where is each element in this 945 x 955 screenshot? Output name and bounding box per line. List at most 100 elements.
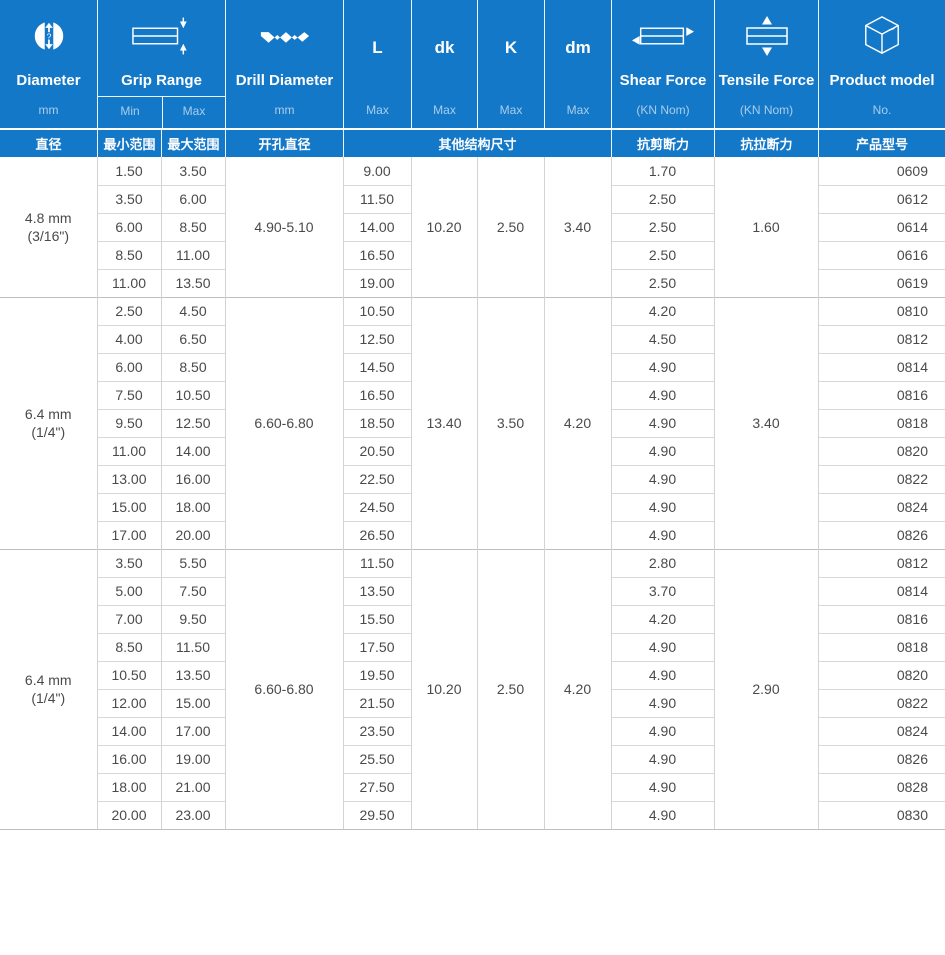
- cell-k-max: 3.50: [476, 296, 544, 549]
- cell-dm-max: 3.40: [543, 157, 611, 297]
- diameter-inch: (1/4"): [31, 424, 66, 440]
- cell-shear-force: 4.20: [610, 604, 714, 633]
- column-label: Grip Range: [121, 72, 202, 89]
- column-header-dm: dm Max: [544, 0, 611, 128]
- table-header: ? Diameter mm: [0, 0, 945, 128]
- table-row: 18.00 21.00 27.50 4.90 0828: [0, 772, 945, 801]
- cell-tensile-force: 1.60: [713, 157, 818, 297]
- cell-shear-force: 4.90: [610, 688, 714, 717]
- cell-l-max: 16.50: [342, 240, 411, 269]
- tensile-force-icon: [715, 0, 818, 72]
- column-label: Product model: [829, 72, 935, 89]
- cell-grip-min: 3.50: [96, 184, 161, 213]
- cell-l-max: 10.50: [342, 296, 411, 325]
- column-label: dm: [565, 38, 591, 57]
- table-row: 15.00 18.00 24.50 4.90 0824: [0, 492, 945, 521]
- cell-tensile-force: 3.40: [713, 296, 818, 549]
- cell-grip-max: 10.50: [160, 380, 225, 409]
- cell-product-model: 0820: [817, 660, 945, 689]
- cell-product-model: 0612: [817, 184, 945, 213]
- table-row: 8.50 11.50 17.50 4.90 0818: [0, 632, 945, 661]
- cell-product-model: 0816: [817, 604, 945, 633]
- grip-range-icon: [98, 0, 225, 72]
- cell-product-model: 0812: [817, 324, 945, 353]
- cell-grip-max: 5.50: [160, 548, 225, 577]
- cell-l-max: 15.50: [342, 604, 411, 633]
- cell-l-max: 22.50: [342, 464, 411, 493]
- cell-shear-force: 4.90: [610, 660, 714, 689]
- column-header-l: L Max: [343, 0, 411, 128]
- cell-product-model: 0816: [817, 380, 945, 409]
- cell-l-max: 27.50: [342, 772, 411, 801]
- cell-l-max: 17.50: [342, 632, 411, 661]
- cell-grip-max: 13.50: [160, 660, 225, 689]
- cell-l-max: 21.50: [342, 688, 411, 717]
- table-row: 16.00 19.00 25.50 4.90 0826: [0, 744, 945, 773]
- cell-grip-min: 18.00: [96, 772, 161, 801]
- cell-product-model: 0818: [817, 632, 945, 661]
- column-unit: Max: [566, 103, 590, 117]
- cell-l-max: 16.50: [342, 380, 411, 409]
- cell-diameter: 6.4 mm (1/4"): [0, 296, 97, 549]
- column-header-k: K Max: [477, 0, 544, 128]
- cell-shear-force: 2.50: [610, 184, 714, 213]
- grip-min-max-band: Min Max: [98, 96, 225, 128]
- drill-icon: [226, 0, 343, 72]
- cell-product-model: 0812: [817, 548, 945, 577]
- cell-grip-max: 16.00: [160, 464, 225, 493]
- column-label: Shear Force: [619, 72, 707, 89]
- cell-shear-force: 4.90: [610, 436, 714, 465]
- column-unit: No.: [872, 103, 892, 117]
- table-row: 13.00 16.00 22.50 4.90 0822: [0, 464, 945, 493]
- cell-grip-max: 8.50: [160, 212, 225, 241]
- cell-grip-min: 6.00: [96, 352, 161, 381]
- cell-product-model: 0828: [817, 772, 945, 801]
- cell-grip-max: 6.50: [160, 324, 225, 353]
- shear-force-icon: [612, 0, 714, 72]
- cell-dk-max: 10.20: [410, 548, 477, 830]
- cell-grip-max: 4.50: [160, 296, 225, 325]
- cell-grip-min: 17.00: [96, 520, 161, 549]
- column-header-tensile-force: Tensile Force (KN Nom): [714, 0, 818, 128]
- cell-grip-max: 17.00: [160, 716, 225, 745]
- cell-grip-min: 20.00: [96, 800, 161, 830]
- cell-product-model: 0609: [817, 157, 945, 185]
- cell-grip-min: 15.00: [96, 492, 161, 521]
- cell-grip-min: 12.00: [96, 688, 161, 717]
- cell-product-model: 0810: [817, 296, 945, 325]
- column-header-dk: dk Max: [411, 0, 477, 128]
- cell-shear-force: 4.90: [610, 408, 714, 437]
- table-row: 8.50 11.00 16.50 2.50 0616: [0, 240, 945, 269]
- cell-diameter: 4.8 mm (3/16"): [0, 157, 97, 297]
- cell-grip-min: 1.50: [96, 157, 161, 185]
- cell-dm-max: 4.20: [543, 548, 611, 830]
- cell-dk-max: 13.40: [410, 296, 477, 549]
- cell-grip-min: 11.00: [96, 268, 161, 297]
- cell-shear-force: 4.90: [610, 352, 714, 381]
- column-label: dk: [434, 38, 455, 57]
- cell-l-max: 12.50: [342, 324, 411, 353]
- table-row: 6.4 mm (1/4") 3.50 5.50 6.60-6.80 11.50 10.20 2…: [0, 548, 945, 830]
- table-row: 11.00 14.00 20.50 4.90 0820: [0, 436, 945, 465]
- cell-shear-force: 3.70: [610, 576, 714, 605]
- column-label: K: [504, 38, 518, 57]
- cell-shear-force: 4.90: [610, 632, 714, 661]
- table-row: 20.00 23.00 29.50 4.90 0830: [0, 800, 945, 830]
- cell-l-max: 18.50: [342, 408, 411, 437]
- table-row: 12.00 15.00 21.50 4.90 0822: [0, 688, 945, 717]
- cell-l-max: 19.50: [342, 660, 411, 689]
- cell-grip-min: 8.50: [96, 632, 161, 661]
- cell-l-max: 29.50: [342, 800, 411, 830]
- table-row: 7.50 10.50 16.50 4.90 0816: [0, 380, 945, 409]
- cell-k-max: 2.50: [476, 157, 544, 297]
- table-row: 6.00 8.50 14.00 2.50 0614: [0, 212, 945, 241]
- cell-grip-max: 8.50: [160, 352, 225, 381]
- cell-grip-min: 5.00: [96, 576, 161, 605]
- cn-label-drill: 开孔直径: [225, 130, 343, 157]
- cell-grip-max: 14.00: [160, 436, 225, 465]
- cell-shear-force: 4.50: [610, 324, 714, 353]
- table-row: 9.50 12.50 18.50 4.90 0818: [0, 408, 945, 437]
- grip-min-label: Min: [120, 104, 140, 118]
- cell-l-max: 11.50: [342, 184, 411, 213]
- cell-l-max: 23.50: [342, 716, 411, 745]
